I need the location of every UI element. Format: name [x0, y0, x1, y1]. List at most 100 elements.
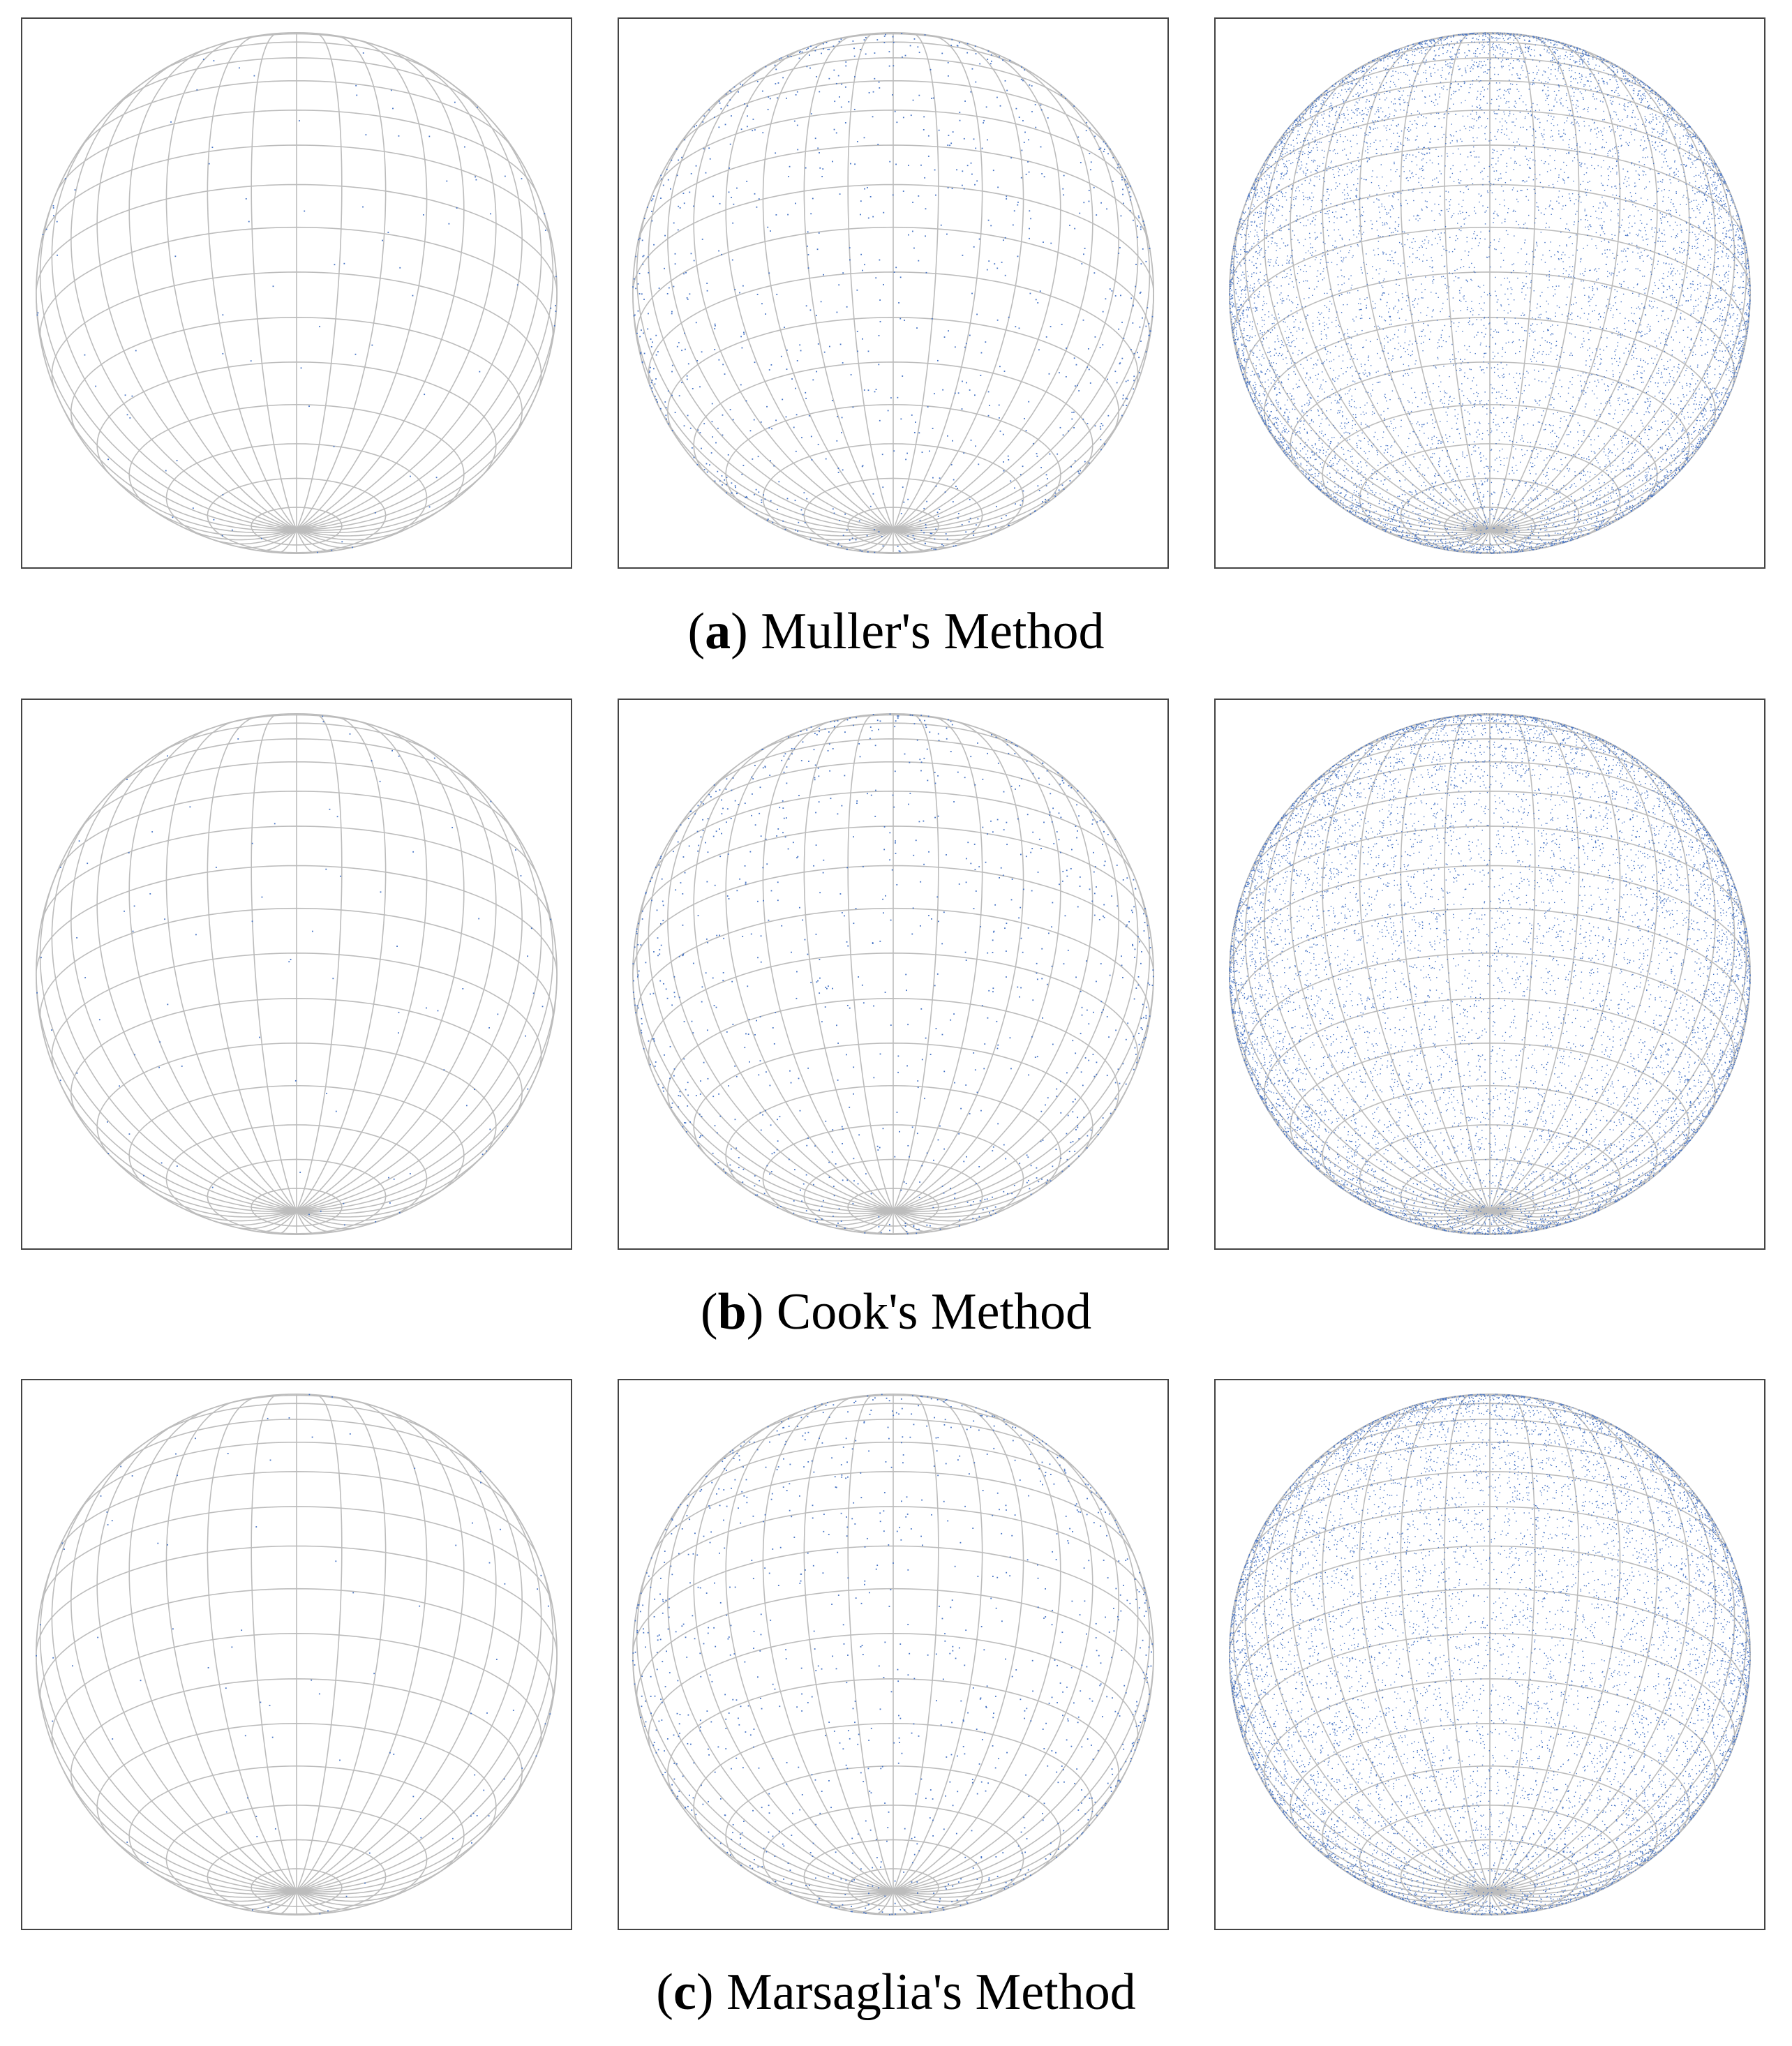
data-point [1738, 343, 1740, 345]
data-point [849, 539, 851, 541]
data-point [1699, 140, 1701, 142]
data-point [1006, 195, 1008, 197]
data-point [1129, 210, 1131, 211]
data-point [1043, 176, 1045, 178]
data-point [1662, 458, 1664, 461]
data-point [754, 493, 755, 495]
data-point [860, 200, 862, 202]
data-point [1001, 262, 1003, 263]
parallel-line [693, 361, 1093, 477]
data-point [768, 369, 770, 371]
data-point [1723, 361, 1724, 364]
data-point [1133, 304, 1134, 306]
data-point [1741, 251, 1742, 253]
data-point [1281, 140, 1283, 142]
data-point [1334, 496, 1336, 498]
data-point [1682, 394, 1684, 396]
data-point [958, 42, 960, 44]
data-point [1698, 428, 1701, 431]
data-point [1253, 222, 1255, 223]
data-point [1486, 294, 1488, 296]
data-point [1398, 329, 1399, 331]
data-point [786, 498, 789, 500]
data-point [1482, 484, 1484, 486]
data-point [912, 99, 914, 101]
data-point [1280, 192, 1283, 193]
data-point [1374, 494, 1375, 495]
data-point [1460, 138, 1461, 140]
data-point [655, 398, 657, 401]
data-point [1408, 413, 1410, 415]
meridian-line [1489, 529, 1547, 548]
data-point [718, 359, 720, 361]
data-point [1409, 539, 1410, 541]
data-point [1281, 156, 1283, 157]
data-point [1422, 341, 1424, 343]
data-point [1391, 101, 1392, 103]
data-point [1625, 197, 1627, 199]
data-point [1623, 281, 1625, 283]
data-point [74, 189, 76, 191]
data-point [996, 267, 999, 269]
data-point [728, 191, 730, 193]
data-point [1374, 471, 1375, 472]
data-point [1047, 478, 1048, 479]
data-point [1548, 46, 1551, 47]
data-point [697, 429, 699, 431]
data-point [1484, 223, 1486, 225]
data-point [769, 98, 771, 100]
data-point [1533, 290, 1535, 292]
data-point [1372, 491, 1373, 493]
data-point [1431, 545, 1433, 546]
data-point [642, 263, 644, 265]
data-point [878, 334, 880, 336]
data-point [1248, 382, 1250, 384]
data-point [1029, 227, 1030, 230]
data-point [1100, 439, 1102, 441]
data-point [84, 354, 86, 356]
data-point [1678, 176, 1679, 177]
data-point [1290, 163, 1292, 165]
data-point [1386, 464, 1387, 465]
data-point [1447, 36, 1449, 38]
data-point [1490, 334, 1491, 336]
data-point [837, 468, 839, 470]
data-point [1336, 106, 1338, 107]
data-point [708, 109, 710, 111]
data-point [1448, 73, 1449, 75]
data-point [1096, 214, 1098, 216]
data-point [650, 382, 652, 384]
data-point [1112, 156, 1114, 158]
parallel-line [51, 271, 542, 389]
data-point [1648, 105, 1650, 107]
meridian-line [893, 84, 1119, 530]
data-point [1253, 184, 1255, 186]
data-point [1428, 489, 1430, 491]
data-point [856, 141, 858, 142]
data-point [1541, 135, 1543, 137]
data-point [1708, 274, 1710, 276]
data-point [757, 456, 759, 458]
data-point [1659, 447, 1662, 448]
data-point [1579, 261, 1581, 262]
data-point [1273, 219, 1274, 221]
data-point [1749, 303, 1751, 304]
data-point [1038, 349, 1040, 351]
data-point [1444, 61, 1447, 63]
data-point [1373, 93, 1375, 94]
data-point [935, 485, 937, 487]
data-point [1434, 546, 1435, 548]
sphere-grid [1229, 32, 1751, 554]
data-point [913, 247, 915, 249]
data-point [883, 42, 886, 43]
data-point [817, 444, 819, 445]
data-point [1592, 96, 1594, 98]
data-point [1611, 488, 1613, 490]
data-point [950, 142, 953, 144]
data-point [1687, 299, 1689, 301]
data-point [1452, 359, 1454, 361]
data-point [1341, 312, 1343, 313]
parallel-line [1322, 403, 1658, 512]
data-point [1616, 69, 1618, 70]
data-point [1531, 498, 1532, 500]
